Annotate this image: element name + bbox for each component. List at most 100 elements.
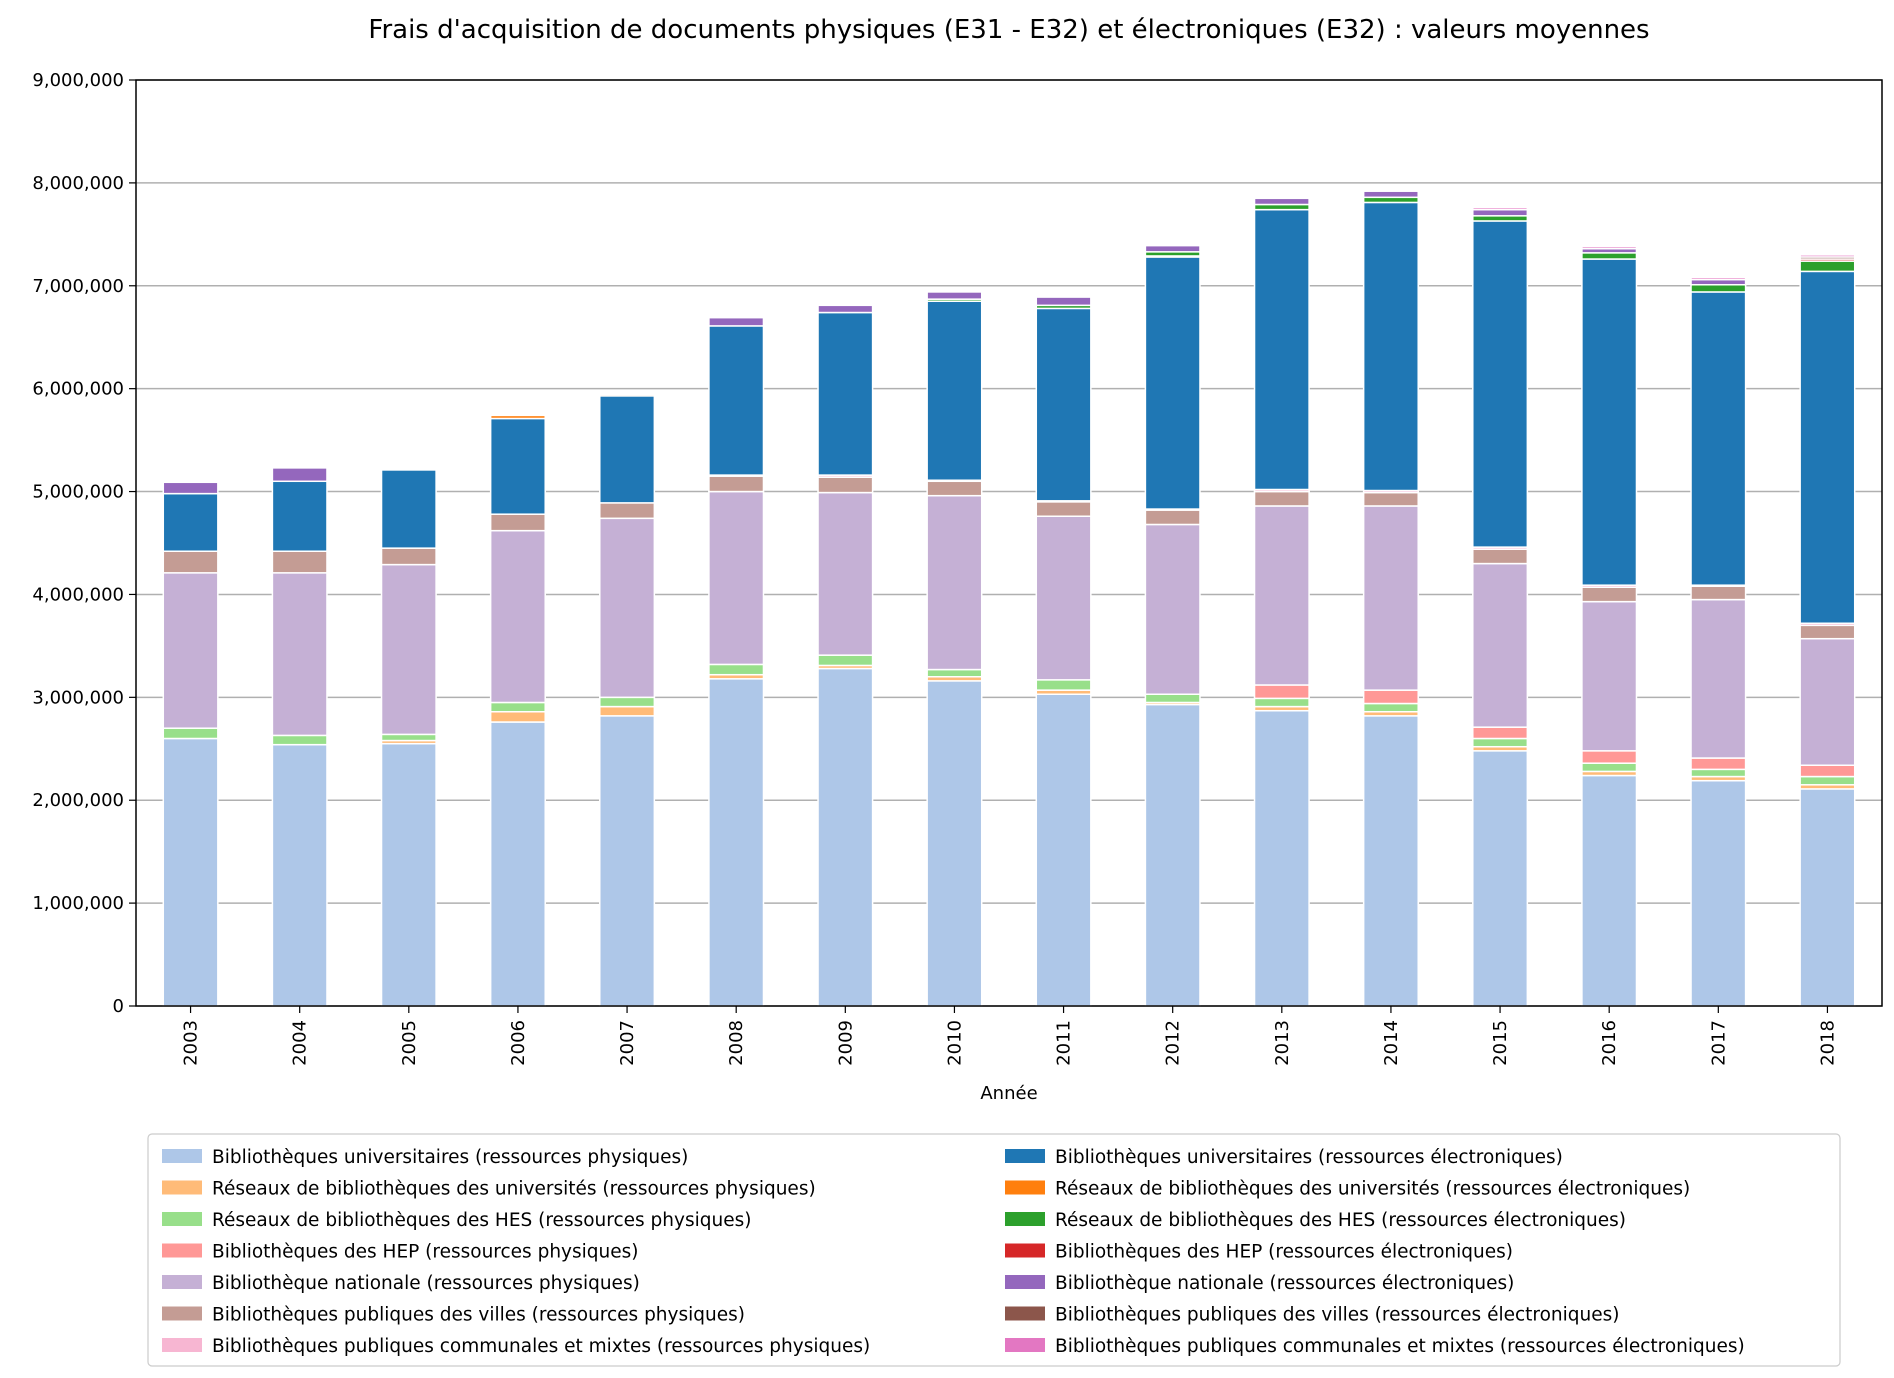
- bar-segment: [489, 529, 546, 704]
- bar-segment: [1253, 709, 1310, 1007]
- bar-segment: [271, 572, 328, 737]
- bar-segment: [1581, 774, 1638, 1007]
- bar-segment: [1581, 586, 1638, 603]
- bar-segment: [1472, 220, 1529, 548]
- legend-label: Réseaux de bibliothèques des HES (ressou…: [212, 1210, 751, 1231]
- bar-segment: [1690, 757, 1747, 771]
- y-tick-label: 5,000,000: [32, 482, 124, 503]
- bar-segment: [1472, 737, 1529, 748]
- bar-segment: [817, 311, 874, 476]
- bar-segment: [1472, 215, 1529, 222]
- bar-segment: [1799, 775, 1856, 786]
- bar-segment: [1472, 562, 1529, 728]
- bar-segment: [489, 701, 546, 713]
- y-tick-label: 4,000,000: [32, 584, 124, 605]
- bar-segment: [1362, 702, 1419, 713]
- x-tick-label: 2014: [1381, 1020, 1402, 1066]
- legend-swatch: [1005, 1149, 1045, 1163]
- bar-segment: [1799, 637, 1856, 766]
- x-tick-label: 2015: [1490, 1020, 1511, 1066]
- legend-swatch: [1005, 1275, 1045, 1289]
- bars: [162, 189, 1856, 1007]
- bar-segment: [489, 721, 546, 1007]
- bar-segment: [1472, 206, 1529, 211]
- bar-segment: [1581, 252, 1638, 260]
- bar-segment: [926, 300, 983, 481]
- bar-segment: [1472, 208, 1529, 217]
- bar-segment: [817, 654, 874, 667]
- y-tick-label: 8,000,000: [32, 173, 124, 194]
- axes: 0 1,000,000 2,000,000 3,000,000 4,000,000 5,0…: [32, 70, 1883, 1066]
- bar-segment: [380, 469, 437, 549]
- legend-label: Bibliothèque nationale (ressources élect…: [1055, 1273, 1514, 1294]
- legend-swatch: [1005, 1338, 1045, 1352]
- x-tick-label: 2006: [508, 1020, 529, 1066]
- bar-segment: [1362, 190, 1419, 199]
- bar-segment: [708, 663, 765, 676]
- bar-segment: [271, 743, 328, 1007]
- legend-label: Bibliothèques publiques des villes (ress…: [212, 1305, 745, 1326]
- legend-label: Bibliothèques universitaires (ressources…: [212, 1147, 688, 1168]
- bar-segment: [489, 710, 546, 723]
- legend-swatch: [162, 1180, 202, 1195]
- bar-segment: [1799, 260, 1856, 273]
- bar-segment: [599, 393, 656, 397]
- bar-segment: [380, 733, 437, 742]
- y-tick-label: 1,000,000: [32, 893, 124, 914]
- bar-segment: [708, 325, 765, 476]
- legend-swatch: [1005, 1243, 1045, 1258]
- bar-segment: [162, 737, 219, 1007]
- bar-segment: [1799, 788, 1856, 1007]
- bar-segment: [1690, 276, 1747, 281]
- x-tick-label: 2012: [1163, 1020, 1184, 1066]
- bar-segment: [1690, 585, 1747, 601]
- y-tick-label: 6,000,000: [32, 379, 124, 400]
- x-tick-label: 2004: [290, 1020, 311, 1066]
- bar-segment: [926, 680, 983, 1007]
- bar-segment: [162, 572, 219, 729]
- legend-swatch: [162, 1243, 202, 1258]
- bar-segment: [599, 502, 656, 520]
- legend-swatch: [162, 1338, 202, 1352]
- chart-title: Frais d'acquisition de documents physiqu…: [368, 15, 1649, 45]
- bar-segment: [1035, 679, 1092, 691]
- y-tick-label: 3,000,000: [32, 687, 124, 708]
- legend-label: Bibliothèques des HEP (ressources physiq…: [212, 1242, 638, 1263]
- legend-swatch: [162, 1212, 202, 1226]
- bar-segment: [1799, 254, 1856, 258]
- x-axis-title: Année: [980, 1083, 1037, 1104]
- bar-segment: [1362, 715, 1419, 1007]
- bar-segment: [489, 414, 546, 420]
- legend-label: Bibliothèques des HEP (ressources électr…: [1055, 1242, 1513, 1263]
- bar-segment: [1253, 208, 1310, 491]
- bar-segment: [708, 316, 765, 327]
- legend-swatch: [162, 1149, 202, 1163]
- bar-segment: [271, 467, 328, 483]
- bar-segment: [489, 417, 546, 515]
- bar-segment: [1362, 201, 1419, 492]
- bar-segment: [1035, 515, 1092, 681]
- bar-segment: [599, 696, 656, 708]
- bar-segment: [1035, 501, 1092, 517]
- legend-swatch: [162, 1306, 202, 1321]
- legend-swatch: [162, 1275, 202, 1289]
- legend-swatch: [1005, 1180, 1045, 1195]
- bar-segment: [1144, 693, 1201, 704]
- bar-segment: [1690, 278, 1747, 286]
- x-tick-label: 2007: [617, 1020, 638, 1066]
- bar-segment: [1362, 491, 1419, 507]
- bar-segment: [708, 490, 765, 666]
- bar-segment: [1362, 505, 1419, 691]
- legend-label: Bibliothèques publiques communales et mi…: [1055, 1336, 1745, 1357]
- bar-segment: [926, 668, 983, 678]
- bar-segment: [1581, 750, 1638, 764]
- bar-segment: [599, 517, 656, 699]
- bar-segment: [1690, 283, 1747, 293]
- bar-segment: [1253, 697, 1310, 708]
- bar-segment: [1144, 244, 1201, 253]
- legend-label: Bibliothèques universitaires (ressources…: [1055, 1147, 1563, 1168]
- bar-segment: [1690, 598, 1747, 759]
- bar-segment: [271, 734, 328, 746]
